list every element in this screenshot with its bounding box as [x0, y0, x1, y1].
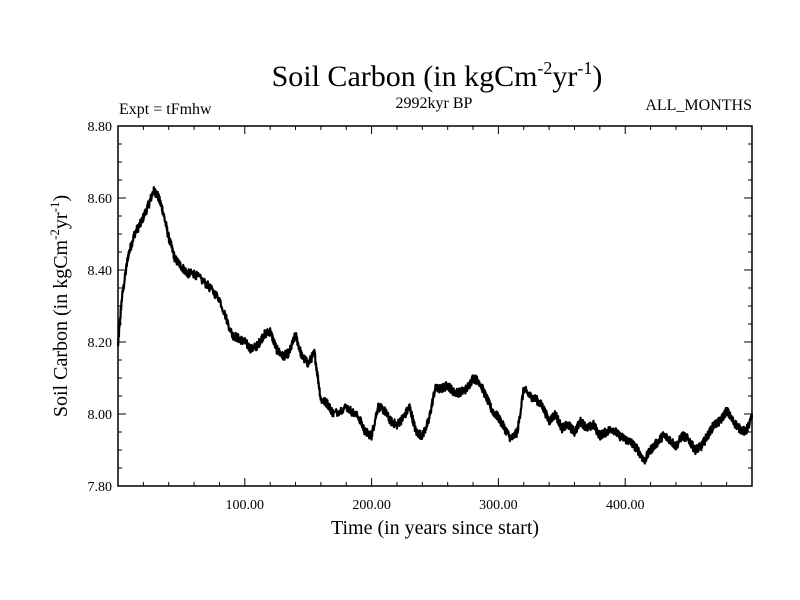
- plot-series-layer: [116, 185, 754, 465]
- x-tick-label: 100.00: [226, 498, 265, 513]
- months-label: ALL_MONTHS: [645, 97, 752, 114]
- y-tick-label: 8.60: [88, 192, 113, 207]
- plot-frame: [117, 125, 753, 487]
- y-tick-label: 8.80: [88, 120, 113, 135]
- period-label: 2992kyr BP: [396, 95, 473, 112]
- experiment-label: Expt = tFmhw: [119, 101, 212, 118]
- y-tick-label: 7.80: [88, 480, 113, 495]
- y-tick-label: 8.00: [88, 408, 113, 423]
- x-axis-label: Time (in years since start): [331, 517, 539, 539]
- x-tick-label: 300.00: [479, 498, 518, 513]
- x-tick-label: 200.00: [352, 498, 391, 513]
- x-tick-label: 400.00: [606, 498, 645, 513]
- y-tick-label: 8.20: [88, 336, 113, 351]
- chart-title: Soil Carbon (in kgCm-2yr-1): [272, 58, 603, 93]
- axis-ticks: 7.80 8.00 8.20 8.40 8.60 8.80 100.00 200.00 300.…: [88, 120, 752, 513]
- y-tick-label: 8.40: [88, 264, 113, 279]
- soil-carbon-series-line: [116, 185, 754, 465]
- y-axis-label: Soil Carbon (in kgCm-2yr-1): [47, 195, 72, 417]
